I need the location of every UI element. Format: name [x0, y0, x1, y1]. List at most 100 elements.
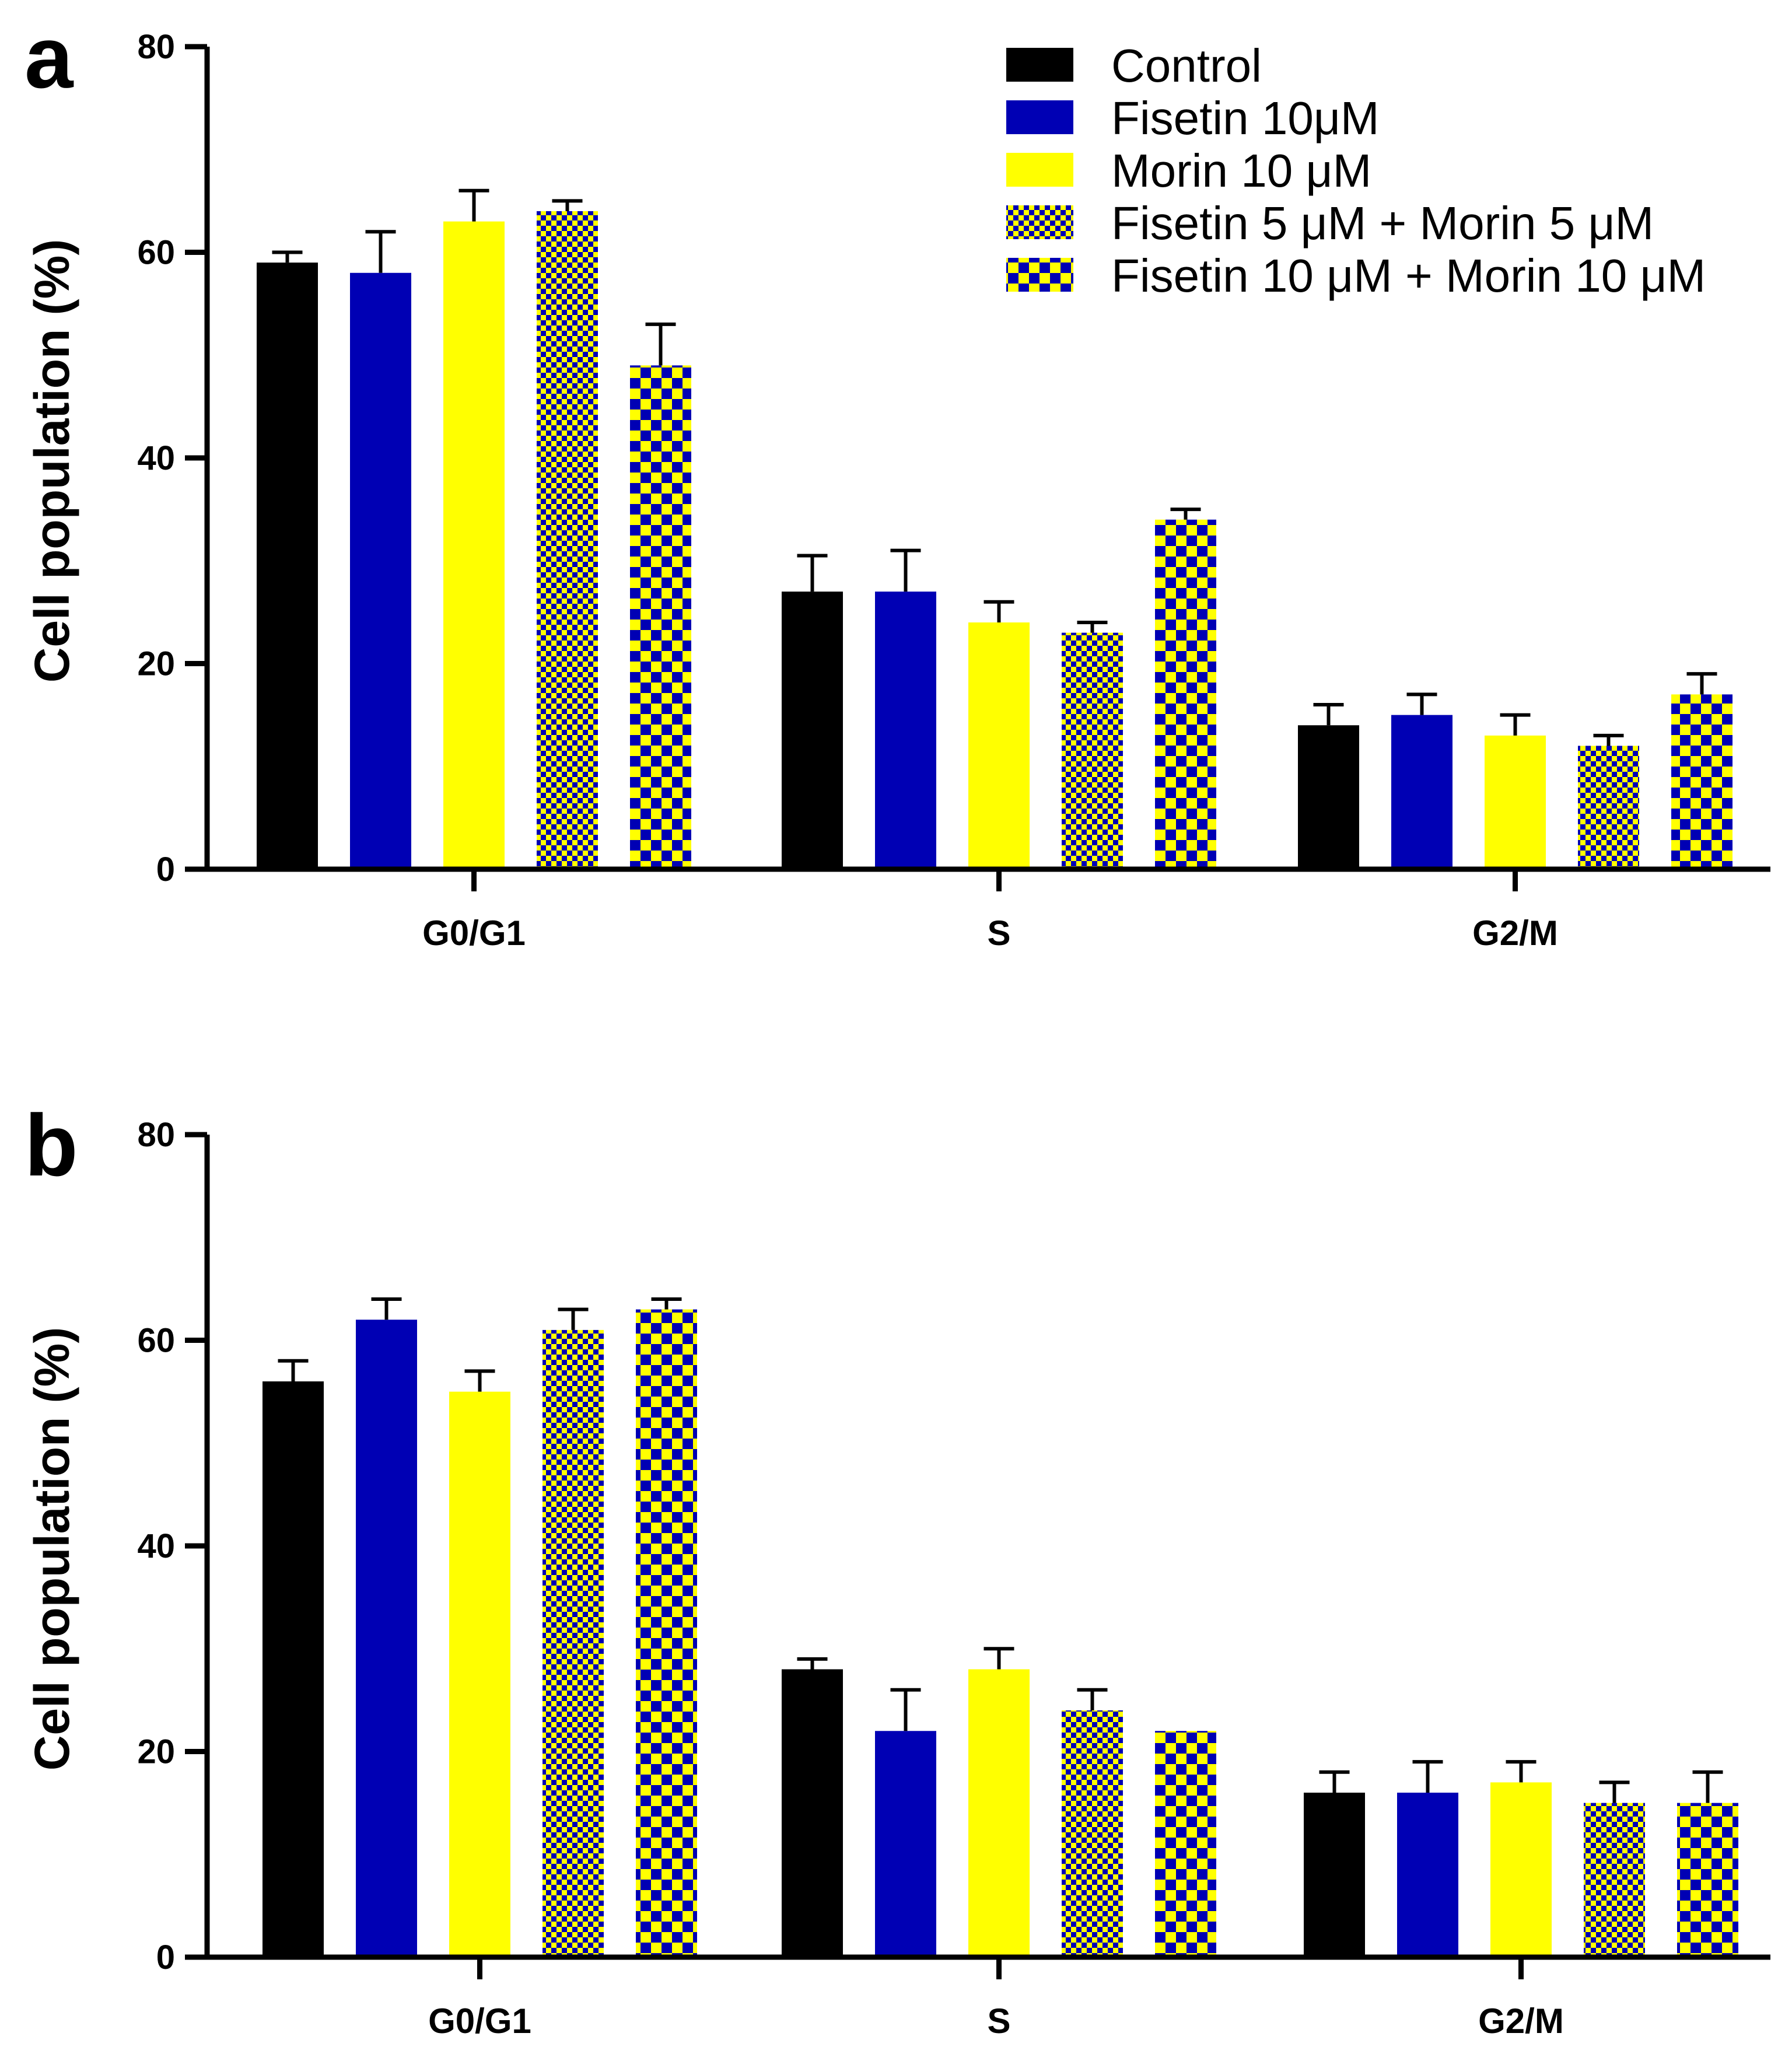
- bar-g0g1-combo-10: [630, 365, 691, 869]
- error-bar-s-fisetin-10: [890, 548, 921, 592]
- bar-g2m-combo-10: [1671, 694, 1732, 869]
- error-bar-g2m-combo-10: [1692, 1770, 1723, 1803]
- panel-letter-b: b: [24, 1096, 78, 1194]
- y-tick-label: 0: [156, 1938, 175, 1976]
- bar-g0g1-fisetin-10: [356, 1320, 417, 1957]
- legend: Control Fisetin 10μM Morin 10 μM Fisetin…: [1006, 40, 1706, 302]
- bar-g2m-morin-10: [1485, 735, 1546, 869]
- error-bars-a: [272, 188, 1717, 746]
- bar-g2m-combo-5: [1584, 1803, 1645, 1957]
- legend-label-combo-5: Fisetin 5 μM + Morin 5 μM: [1111, 197, 1654, 249]
- bar-g2m-morin-10: [1490, 1782, 1552, 1957]
- error-bar-g0g1-morin-10: [464, 1369, 495, 1392]
- y-tick-label: 60: [137, 1322, 175, 1360]
- x-category-label: G0/G1: [428, 2001, 531, 2041]
- bar-g0g1-combo-5: [542, 1329, 604, 1957]
- y-tick-label: 20: [137, 1733, 175, 1771]
- panel-letter-a: a: [24, 8, 74, 106]
- y-ticks-a: 0 20 40 60 80: [137, 28, 207, 888]
- y-axis-title-a: Cell population (%): [24, 239, 79, 683]
- error-bar-g0g1-fisetin-10: [365, 230, 396, 273]
- error-bar-g2m-fisetin-10: [1412, 1760, 1443, 1793]
- category-labels-a: G0/G1 S G2/M: [422, 869, 1558, 953]
- legend-swatch-combo-5: [1006, 205, 1073, 239]
- y-tick-label: 80: [137, 28, 175, 66]
- error-bar-g0g1-control: [278, 1359, 309, 1381]
- bar-s-morin-10: [968, 1669, 1030, 1957]
- error-bar-g0g1-fisetin-10: [371, 1297, 402, 1320]
- legend-swatch-control: [1006, 48, 1073, 82]
- legend-swatch-fisetin-10: [1006, 100, 1073, 134]
- error-bar-g2m-control: [1313, 703, 1344, 726]
- error-bar-g2m-combo-10: [1686, 672, 1717, 695]
- bar-s-control: [782, 592, 843, 869]
- error-bar-s-control: [797, 554, 828, 592]
- bar-g0g1-combo-5: [537, 211, 598, 869]
- error-bar-s-combo-10: [1170, 508, 1201, 520]
- error-bar-s-combo-5: [1077, 621, 1108, 633]
- error-bar-g2m-morin-10: [1500, 713, 1531, 736]
- x-category-label: S: [987, 2001, 1010, 2041]
- error-bar-g2m-fisetin-10: [1406, 692, 1437, 715]
- x-category-label: G2/M: [1478, 2001, 1564, 2041]
- bar-g0g1-morin-10: [443, 221, 505, 869]
- error-bar-g2m-morin-10: [1506, 1760, 1536, 1783]
- bar-g2m-combo-10: [1677, 1803, 1738, 1957]
- bar-g0g1-control: [262, 1381, 324, 1957]
- legend-label-control: Control: [1111, 40, 1262, 92]
- bar-s-combo-10: [1155, 519, 1216, 869]
- x-category-label: G2/M: [1472, 914, 1558, 953]
- error-bar-g0g1-combo-10: [651, 1297, 682, 1310]
- error-bar-s-morin-10: [984, 600, 1014, 622]
- error-bar-g2m-combo-5: [1599, 1780, 1630, 1803]
- error-bar-g0g1-combo-5: [558, 1307, 589, 1330]
- error-bar-g2m-control: [1319, 1770, 1350, 1793]
- error-bars-b: [278, 1297, 1723, 1803]
- bar-g0g1-fisetin-10: [350, 272, 411, 869]
- bar-g2m-fisetin-10: [1391, 715, 1452, 869]
- legend-swatch-combo-10: [1006, 258, 1073, 292]
- bar-s-combo-10: [1155, 1731, 1216, 1957]
- axes-a: [204, 47, 1770, 872]
- x-category-label: G0/G1: [422, 914, 526, 953]
- error-bar-s-combo-5: [1077, 1688, 1108, 1710]
- chart-panel-a: a Cell population (%) 0 20 40 60 80 G0/G1 S G2…: [24, 8, 1770, 953]
- bar-s-fisetin-10: [875, 1731, 936, 1957]
- legend-label-fisetin-10: Fisetin 10μM: [1111, 92, 1380, 144]
- bar-s-morin-10: [968, 622, 1030, 869]
- error-bar-g0g1-combo-10: [645, 322, 676, 366]
- bar-g0g1-control: [257, 263, 318, 869]
- y-ticks-b: 0 20 40 60 80: [137, 1116, 207, 1976]
- y-axis-title-b: Cell population (%): [24, 1327, 79, 1771]
- bar-g2m-fisetin-10: [1397, 1793, 1458, 1957]
- error-bar-s-morin-10: [984, 1647, 1014, 1670]
- bar-g2m-control: [1304, 1793, 1365, 1957]
- bar-s-combo-5: [1062, 1710, 1123, 1957]
- y-tick-label: 20: [137, 645, 175, 683]
- error-bar-g0g1-control: [272, 250, 303, 263]
- bar-g0g1-combo-10: [636, 1309, 697, 1957]
- bar-g2m-combo-5: [1578, 746, 1639, 869]
- error-bar-s-fisetin-10: [890, 1688, 921, 1731]
- x-category-label: S: [987, 914, 1010, 953]
- y-tick-label: 60: [137, 234, 175, 272]
- y-tick-label: 80: [137, 1116, 175, 1154]
- legend-label-combo-10: Fisetin 10 μM + Morin 10 μM: [1111, 250, 1706, 302]
- y-tick-label: 40: [137, 1527, 175, 1565]
- error-bar-s-control: [797, 1657, 828, 1670]
- bar-s-control: [782, 1669, 843, 1957]
- bar-g0g1-morin-10: [449, 1391, 510, 1957]
- y-tick-label: 40: [137, 439, 175, 477]
- error-bar-g0g1-morin-10: [459, 188, 489, 222]
- bars-a: [257, 211, 1732, 869]
- chart-panel-b: b Cell population (%) 0 20 40 60 80 G0/G1 S G2…: [24, 1096, 1770, 2041]
- error-bar-g0g1-combo-5: [552, 199, 583, 211]
- y-tick-label: 0: [156, 851, 175, 888]
- bar-g2m-control: [1298, 725, 1359, 869]
- bars-b: [262, 1309, 1738, 1957]
- category-labels-b: G0/G1 S G2/M: [428, 1957, 1564, 2041]
- legend-label-morin-10: Morin 10 μM: [1111, 145, 1371, 197]
- axes-b: [204, 1135, 1770, 1960]
- legend-swatch-morin-10: [1006, 153, 1073, 187]
